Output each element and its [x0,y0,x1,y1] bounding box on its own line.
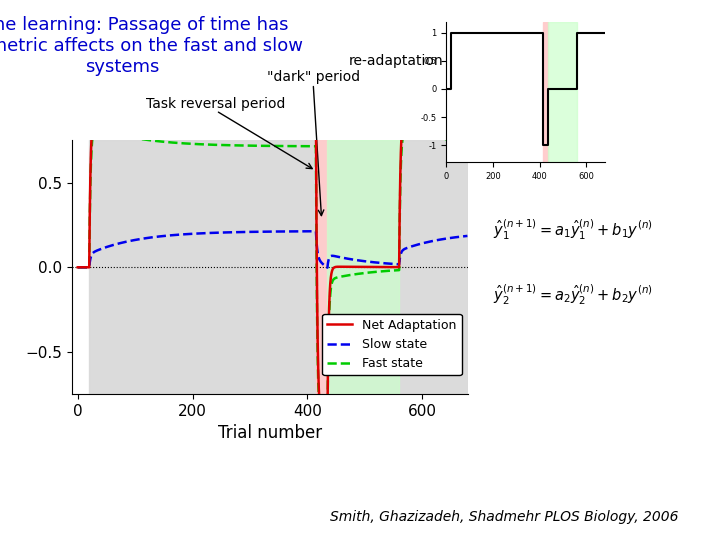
Net Adaptation [376,264,384,271]
Fast state [73,264,82,271]
Fast state [363,269,372,276]
Slow state [323,265,332,271]
Fast state [463,139,472,145]
Slow state [420,239,429,246]
Text: $\hat{y}_1^{(n+1)} = a_1\hat{y}_1^{(n)} + b_1 y^{(n)}$: $\hat{y}_1^{(n+1)} = a_1\hat{y}_1^{(n)} … [493,217,653,242]
Net Adaptation [395,264,403,271]
Net Adaptation [420,107,429,114]
Net Adaptation [312,107,320,113]
Slow state [463,233,472,239]
Net Adaptation [463,107,472,114]
Bar [543,22,548,162]
Net Adaptation [363,264,372,270]
Slow state [73,264,82,271]
Bar [548,22,577,162]
Fast state [376,268,384,275]
Text: Task reversal period: Task reversal period [146,97,286,111]
Legend: Net Adaptation, Slow state, Fast state: Net Adaptation, Slow state, Fast state [323,314,462,375]
Bar [328,140,399,394]
Line: Net Adaptation: Net Adaptation [78,110,467,422]
Fast state [319,421,328,427]
Fast state [435,135,444,141]
Line: Fast state: Fast state [78,129,467,424]
Text: Smith, Ghazizadeh, Shadmehr PLOS Biology, 2006: Smith, Ghazizadeh, Shadmehr PLOS Biology… [330,510,678,524]
Line: Slow state: Slow state [78,231,467,268]
Fast state [395,267,403,273]
Text: Offline learning: Passage of time has
asymmetric affects on the fast and slow
sy: Offline learning: Passage of time has as… [0,16,303,76]
Slow state [363,258,372,265]
Bar [316,140,328,394]
Net Adaptation [435,107,444,114]
Slow state [152,233,161,240]
Net Adaptation [323,419,332,426]
Text: $\hat{y}_2^{(n+1)} = a_2\hat{y}_2^{(n)} + b_2 y^{(n)}$: $\hat{y}_2^{(n+1)} = a_2\hat{y}_2^{(n)} … [493,282,653,307]
Text: "dark" period: "dark" period [266,70,360,84]
Fast state [153,138,161,144]
Slow state [395,261,403,267]
Slow state [312,228,320,234]
Slow state [376,260,384,266]
X-axis label: Trial number: Trial number [218,424,322,442]
Fast state [92,125,101,132]
Fast state [420,132,429,139]
Net Adaptation [152,107,161,114]
Net Adaptation [73,264,82,271]
Text: re-adaptation: re-adaptation [348,53,444,68]
Bar [89,140,468,394]
Slow state [435,237,444,243]
